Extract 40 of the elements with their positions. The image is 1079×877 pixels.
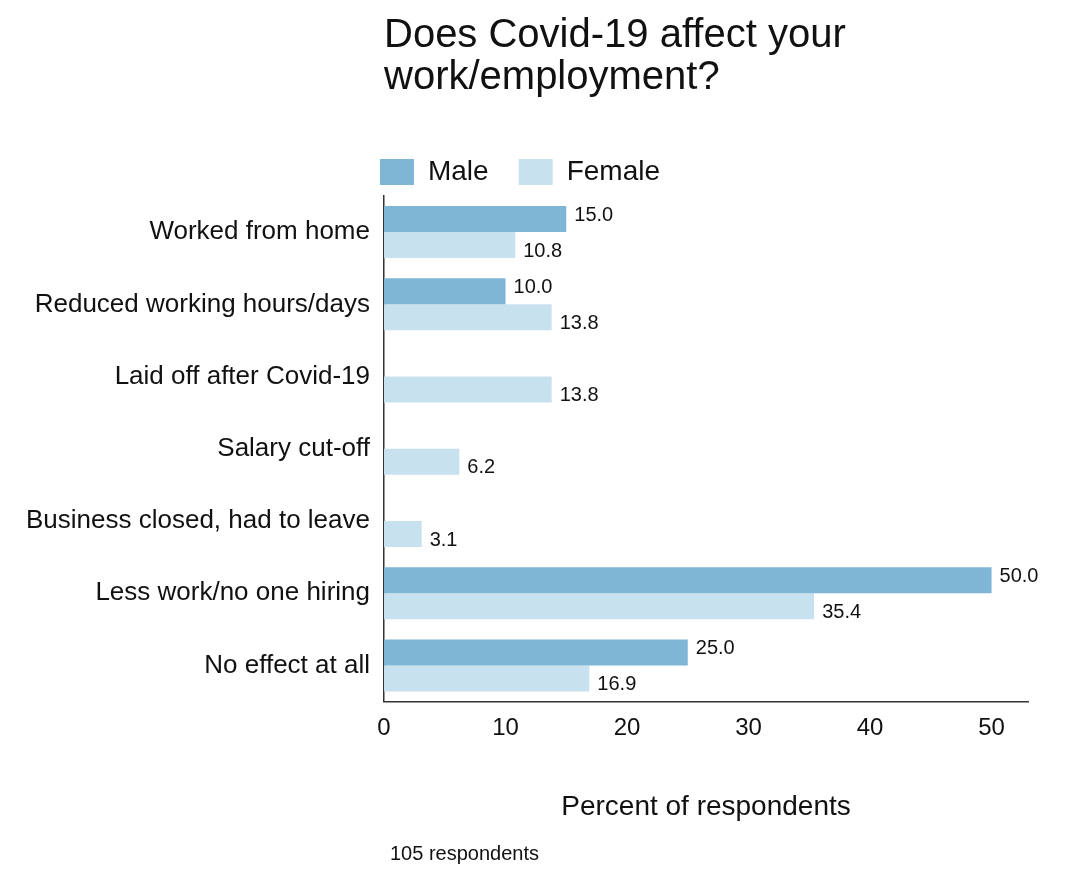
- data-label: 16.9: [597, 672, 637, 694]
- y-tick-label: Laid off after Covid-19: [114, 359, 370, 390]
- legend-label: Male: [427, 154, 489, 186]
- x-axis-title: Percent of respondents: [561, 789, 851, 821]
- x-tick-label: 20: [613, 712, 641, 740]
- x-tick-label: 10: [492, 712, 519, 740]
- bar: [383, 665, 590, 692]
- x-tick-label: 30: [735, 712, 762, 740]
- legend-label: Female: [566, 154, 661, 186]
- bar: [383, 304, 552, 331]
- bar: [383, 206, 567, 233]
- bar: [383, 639, 688, 666]
- bar: [383, 521, 422, 548]
- bar: [383, 376, 552, 403]
- y-tick-label: Reduced working hours/days: [34, 287, 370, 318]
- y-tick-label: Worked from home: [149, 215, 370, 246]
- data-label: 15.0: [574, 202, 614, 225]
- data-label: 35.4: [822, 599, 862, 622]
- y-tick-label: Business closed, had to leave: [25, 504, 370, 535]
- x-tick-label: 0: [377, 712, 391, 740]
- data-label: 6.2: [467, 455, 496, 478]
- x-tick-label: 50: [978, 712, 1005, 740]
- data-label: 10.0: [513, 274, 553, 297]
- bar: [383, 232, 516, 259]
- bar: [383, 567, 992, 594]
- data-label: 10.8: [523, 238, 563, 261]
- data-label: 50.0: [999, 563, 1039, 586]
- bar: [383, 593, 815, 620]
- data-label: 3.1: [429, 527, 458, 550]
- bar: [383, 278, 506, 305]
- data-label: 25.0: [695, 636, 735, 658]
- x-tick-label: 40: [856, 712, 884, 740]
- text: 105 respondents: [389, 841, 540, 864]
- data-label: 13.8: [559, 383, 599, 406]
- y-tick-label: Salary cut-off: [217, 431, 371, 462]
- y-tick-label: Less work/no one hiring: [95, 576, 370, 607]
- chart-title: Does Covid-19 affect your work/employment?: [382, 11, 846, 98]
- data-label: 13.8: [559, 310, 599, 333]
- bar: [383, 448, 460, 475]
- y-tick-label: No effect at all: [204, 648, 370, 679]
